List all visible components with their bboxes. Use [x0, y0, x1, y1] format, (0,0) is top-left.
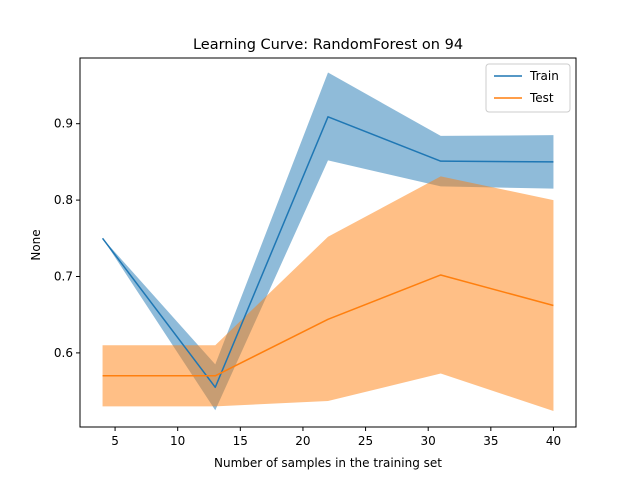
y-tick-label: 0.8 [54, 193, 73, 207]
x-tick-label: 35 [483, 434, 498, 448]
plot-frame [79, 57, 577, 428]
chart-title: Learning Curve: RandomForest on 94 [193, 37, 463, 53]
x-tick-label: 40 [546, 434, 561, 448]
x-tick-label: 10 [170, 434, 185, 448]
x-tick-label: 15 [233, 434, 248, 448]
band-test [102, 176, 554, 411]
legend: Train Test [485, 63, 571, 113]
y-axis-label: None [29, 229, 43, 260]
x-tick-label: 25 [358, 434, 373, 448]
legend-label-test: Test [529, 91, 554, 105]
legend-label-train: Train [529, 69, 559, 83]
y-tick-label: 0.6 [54, 346, 73, 360]
x-tick-label: 20 [295, 434, 310, 448]
x-axis-label: Number of samples in the training set [214, 456, 442, 470]
x-tick-label: 5 [111, 434, 119, 448]
y-tick-label: 0.7 [54, 269, 73, 283]
confidence-bands [102, 72, 554, 411]
y-tick-label: 0.9 [54, 117, 73, 131]
axes: 5 10 15 20 25 30 35 40 0.6 0.7 0.8 0.9 [54, 57, 577, 448]
x-tick-label: 30 [421, 434, 436, 448]
band-train [102, 72, 554, 411]
series-lines [101, 116, 554, 389]
